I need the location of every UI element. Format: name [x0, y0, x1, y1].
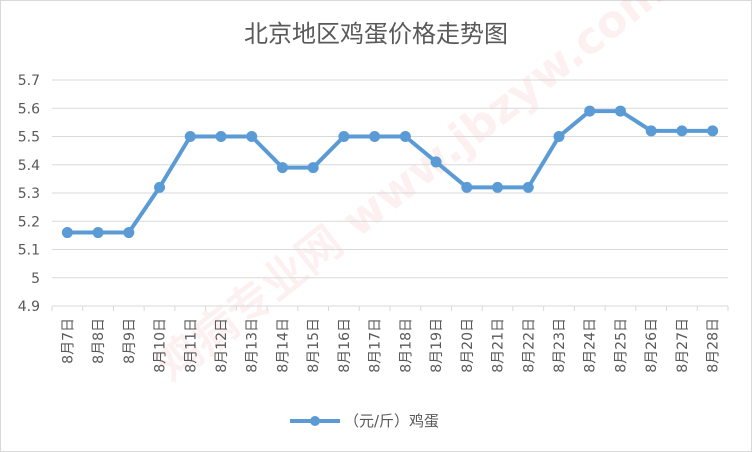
series-line-path [65, 109, 715, 235]
data-point [61, 227, 73, 239]
data-point [307, 162, 319, 174]
data-point [461, 181, 473, 193]
data-point [215, 131, 227, 142]
x-tick-label: 8月13日 [245, 318, 261, 373]
data-point [184, 131, 196, 142]
y-tick-label: 5.7 [18, 73, 40, 89]
data-point [399, 131, 411, 142]
x-tick-label: 8月21日 [491, 318, 507, 373]
y-tick-label: 5.3 [18, 186, 40, 202]
x-tick-label: 8月18日 [398, 318, 414, 373]
x-tick-label: 8月10日 [153, 318, 169, 373]
legend-label: （元/斤）鸡蛋 [344, 412, 439, 430]
x-tick-label: 8月19日 [429, 318, 445, 373]
data-point [430, 156, 442, 168]
data-point [154, 181, 166, 193]
y-axis-tick-labels: 4.9 5 5.1 5.2 5.3 5.4 5.5 5.6 5.7 [18, 73, 40, 315]
x-tick-label: 8月11日 [183, 318, 199, 373]
x-tick-label: 8月15日 [306, 318, 322, 373]
data-point [614, 105, 626, 117]
y-tick-label: 5.5 [18, 130, 40, 146]
y-tick-label: 5.4 [18, 158, 40, 174]
y-tick-label: 4.9 [18, 299, 40, 315]
x-tick-label: 8月27日 [675, 318, 691, 373]
data-point [522, 181, 534, 193]
data-point [676, 125, 688, 137]
data-point [276, 162, 288, 174]
legend: （元/斤）鸡蛋 [290, 412, 439, 430]
x-tick-label: 8月9日 [122, 318, 138, 364]
data-point [645, 125, 657, 137]
x-tick-label: 8月16日 [337, 318, 353, 373]
data-point [92, 227, 104, 239]
series-line [61, 105, 719, 239]
x-tick-label: 8月22日 [521, 318, 537, 373]
x-tick-label: 8月14日 [275, 318, 291, 373]
x-tick-label: 8月8日 [91, 318, 107, 364]
chart-title: 北京地区鸡蛋价格走势图 [244, 20, 508, 48]
x-tick-label: 8月7日 [60, 318, 76, 364]
legend-marker-icon [310, 416, 320, 426]
x-tick-label: 8月23日 [552, 318, 568, 373]
x-tick-label: 8月28日 [706, 318, 722, 373]
data-point [123, 227, 135, 239]
data-point [492, 181, 504, 193]
x-tick-label: 8月17日 [368, 318, 384, 373]
x-tick-label: 8月12日 [214, 318, 230, 373]
y-tick-label: 5 [31, 271, 40, 287]
x-tick-label: 8月26日 [644, 318, 660, 373]
y-tick-label: 5.6 [18, 101, 40, 117]
y-tick-label: 5.1 [18, 243, 40, 259]
data-point [246, 131, 258, 142]
x-axis-tick-labels: 8月7日 8月8日 8月9日 8月10日 8月11日 8月12日 8月13日 8月14日 8月1… [60, 318, 721, 373]
data-point [707, 125, 719, 137]
data-point [584, 105, 596, 117]
y-tick-label: 5.2 [18, 214, 40, 230]
data-point [369, 131, 381, 142]
data-point [338, 131, 350, 142]
x-tick-label: 8月20日 [460, 318, 476, 373]
data-point [553, 131, 565, 142]
x-tick-label: 8月25日 [613, 318, 629, 373]
x-tick-label: 8月24日 [583, 318, 599, 373]
